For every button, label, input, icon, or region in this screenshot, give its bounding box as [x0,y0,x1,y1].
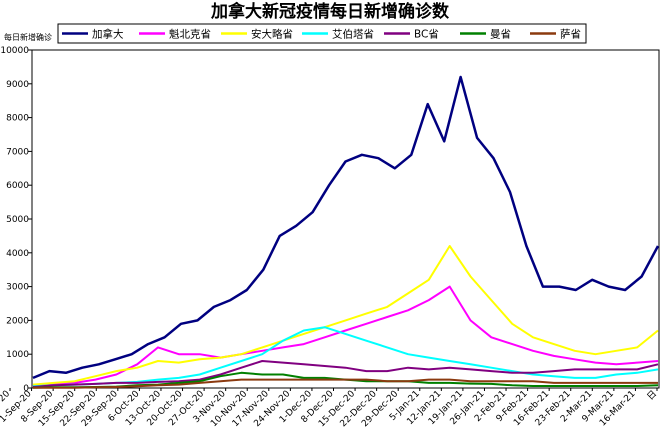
legend-label: 加拿大 [92,28,124,41]
plot-area [31,49,660,389]
series-line-2 [32,245,659,386]
plot-frame [31,49,660,389]
legend-label: 艾伯塔省 [332,28,374,41]
y-tick-label: 2000 [6,316,29,326]
series-line-6 [32,378,658,389]
x-axis: 25-Aug-201-Sep-208-Sep-2015-Sep-2022-Sep… [0,388,659,429]
legend-label: 萨省 [560,28,581,41]
series-line-1 [32,285,659,388]
y-tick-label: 5000 [6,215,29,225]
legend-label: 曼省 [490,28,511,41]
series-lines [32,75,660,389]
y-tick-label: 8000 [6,114,29,124]
chart-title: 加拿大新冠疫情每日新增确诊数 [210,1,450,22]
y-tick-label: 3000 [6,283,29,293]
y-tick-label: 6000 [6,181,29,191]
legend-label: 安大略省 [251,28,293,41]
y-tick-label: 1000 [6,350,29,360]
legend-label: BC省 [414,28,439,41]
legend: 加拿大 魁北克省 安大略省 艾伯塔省 BC省 曼省 萨省 [57,23,587,44]
legend-label: 魁北克省 [169,28,211,41]
y-tick-label: 7000 [6,147,29,157]
y-axis: 0 1000 2000 3000 4000 5000 6000 7000 8000 9000 100… [0,46,32,394]
y-tick-label: 9000 [6,80,29,90]
y-tick-label: 10000 [0,46,29,56]
y-tick-label: 0 [23,384,29,394]
series-line-4 [32,360,659,388]
series-line-0 [32,75,660,380]
y-axis-label: 每日新增确诊 [4,32,52,42]
y-tick-label: 4000 [6,249,29,259]
